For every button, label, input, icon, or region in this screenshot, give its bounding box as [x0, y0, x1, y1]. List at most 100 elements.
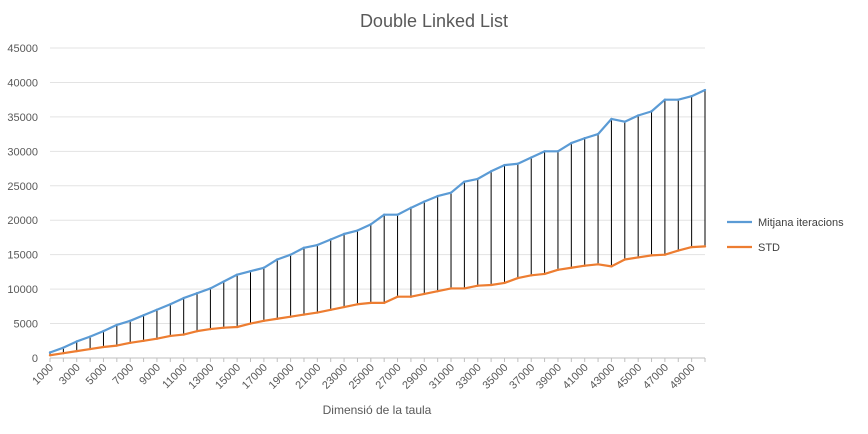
data-point: [530, 274, 533, 277]
data-point: [583, 137, 586, 140]
x-axis-label: Dimensió de la taula: [323, 403, 432, 417]
data-point: [356, 229, 359, 232]
data-point: [209, 287, 212, 290]
data-point: [636, 256, 640, 259]
data-point: [276, 317, 279, 320]
series-line: [49, 245, 706, 357]
data-point: [583, 264, 586, 267]
data-point: [48, 354, 52, 357]
data-point: [169, 303, 172, 306]
y-tick-label: 45000: [7, 43, 38, 55]
data-point: [476, 177, 479, 181]
data-point: [596, 263, 600, 266]
data-point: [289, 315, 292, 318]
data-point: [262, 319, 266, 322]
data-point: [449, 287, 453, 290]
y-tick-label: 10000: [7, 284, 38, 296]
data-point: [503, 281, 506, 285]
data-point: [88, 347, 92, 351]
x-tick-label: 1000: [30, 362, 56, 388]
data-point: [222, 326, 225, 329]
data-point: [235, 273, 239, 276]
data-point: [703, 245, 707, 248]
legend-label: STD: [758, 242, 780, 254]
data-point: [423, 292, 426, 296]
data-point: [155, 337, 159, 340]
data-point: [382, 301, 386, 305]
data-point: [476, 284, 479, 287]
x-tick-label: 5000: [84, 362, 110, 388]
data-point: [276, 258, 279, 261]
series-line: [49, 89, 706, 354]
data-point: [142, 339, 145, 342]
gridlines: [50, 47, 705, 359]
data-point: [382, 213, 386, 216]
data-point: [342, 232, 346, 236]
data-point: [195, 292, 199, 295]
x-tick-label: 25000: [347, 362, 377, 392]
x-tick-label: 17000: [240, 362, 270, 392]
x-tick-label: 21000: [293, 362, 323, 392]
data-point: [129, 319, 132, 322]
data-point: [102, 345, 105, 349]
data-point: [650, 110, 653, 113]
data-point: [463, 180, 466, 183]
data-point: [75, 340, 78, 343]
data-point: [610, 265, 613, 268]
data-point: [556, 150, 560, 153]
data-point: [62, 351, 65, 355]
data-point: [409, 295, 413, 298]
x-tick-label: 7000: [111, 362, 137, 388]
y-axis: 0 5000 10000 15000 20000 25000 30000 35000 40000…: [7, 43, 38, 365]
data-point: [516, 162, 520, 165]
data-point: [115, 344, 119, 347]
data-point: [329, 238, 332, 241]
y-tick-label: 15000: [7, 250, 38, 262]
data-point: [169, 334, 172, 338]
data-point: [489, 283, 493, 287]
x-tick-label: 11000: [160, 362, 190, 392]
x-tick-label: 43000: [587, 362, 617, 392]
data-point: [650, 254, 653, 257]
data-point: [62, 346, 65, 349]
data-point: [570, 141, 573, 145]
data-point: [369, 301, 373, 305]
x-tick-label: 31000: [427, 362, 457, 392]
series-lines: [48, 88, 707, 357]
y-tick-label: 0: [32, 353, 38, 365]
data-point: [182, 296, 185, 300]
x-tick-label: 49000: [668, 362, 698, 392]
x-tick-label: 13000: [186, 362, 216, 392]
data-point: [516, 276, 520, 280]
data-point: [543, 150, 546, 153]
data-point: [423, 200, 426, 203]
y-tick-label: 40000: [7, 77, 38, 89]
x-tick-label: 15000: [213, 362, 243, 392]
data-point: [48, 351, 52, 354]
data-point: [690, 245, 693, 249]
chart-title: Double Linked List: [360, 11, 508, 31]
y-tick-label: 25000: [7, 181, 38, 193]
data-point: [302, 313, 306, 316]
data-point: [677, 249, 680, 252]
data-point: [329, 308, 332, 311]
data-point: [677, 98, 680, 101]
x-tick-label: 29000: [400, 362, 430, 392]
y-tick-label: 30000: [7, 146, 38, 158]
data-point: [636, 114, 640, 117]
y-tick-label: 5000: [14, 319, 38, 331]
data-point: [316, 311, 319, 314]
data-point: [75, 349, 78, 353]
data-point: [663, 253, 667, 256]
data-point: [342, 305, 346, 309]
data-point: [530, 156, 533, 159]
data-point: [356, 303, 359, 306]
x-tick-label: 37000: [507, 362, 537, 392]
data-point: [623, 258, 626, 261]
data-point: [436, 194, 439, 198]
data-point: [235, 325, 239, 329]
data-point: [289, 253, 292, 256]
x-tick-label: 23000: [320, 362, 350, 392]
data-point: [155, 308, 159, 311]
